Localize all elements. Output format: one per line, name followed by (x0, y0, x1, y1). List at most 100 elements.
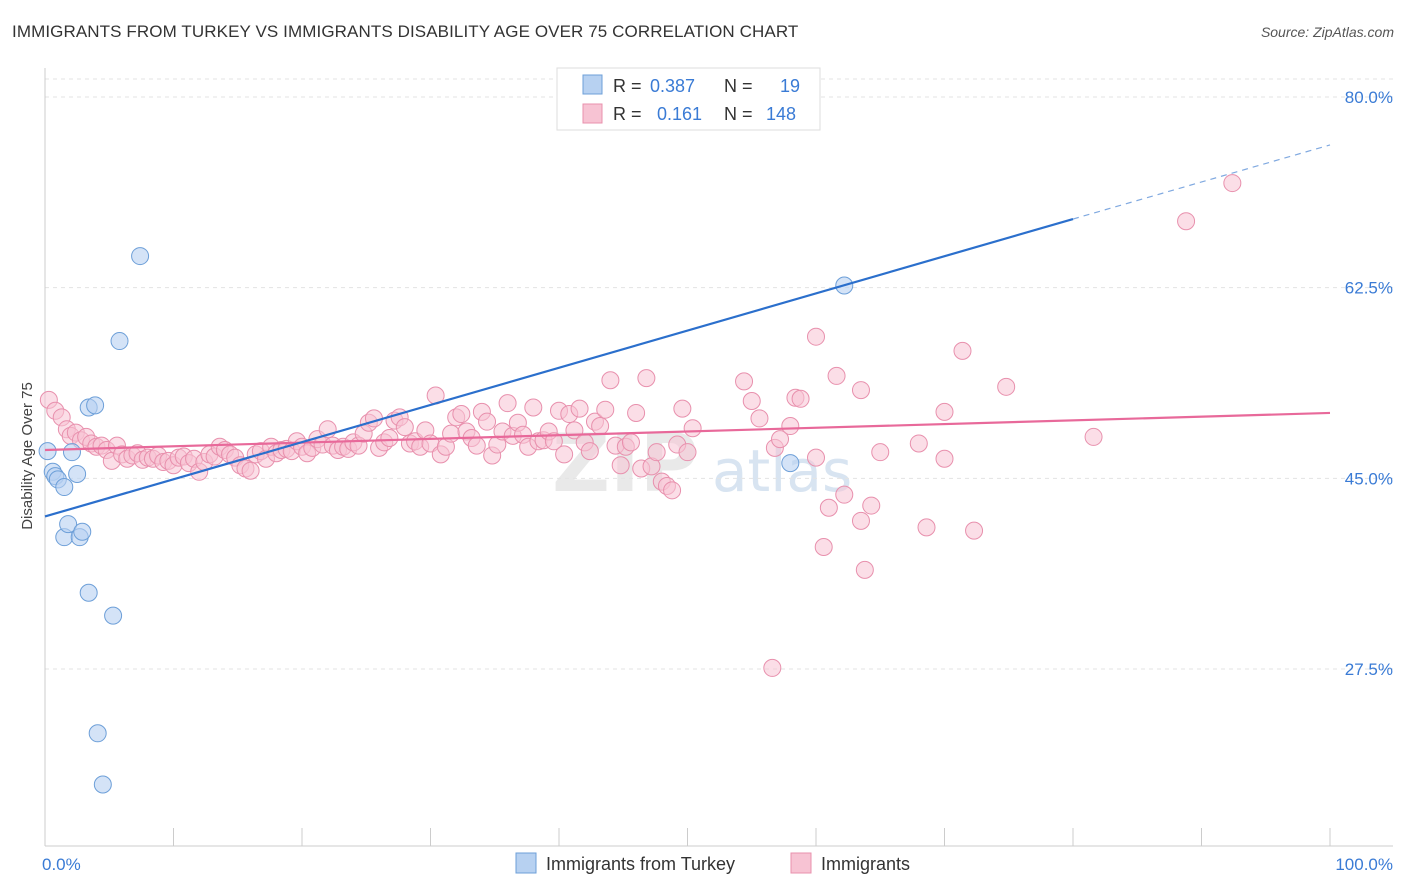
turkey-point (38, 442, 57, 461)
immigrants-point (544, 432, 563, 451)
immigrants-point (580, 442, 599, 461)
stats-n-value-turkey: 19 (780, 76, 800, 96)
y-tick-label: 80.0% (1345, 88, 1393, 107)
immigrants-point (827, 366, 846, 385)
immigrants-point (862, 496, 881, 515)
stats-r-value-turkey: 0.387 (650, 76, 695, 96)
immigrants-point (763, 658, 782, 677)
legend-swatch-turkey (515, 852, 537, 874)
x-tick-label-min: 0.0% (42, 855, 81, 874)
immigrants-point (395, 418, 414, 437)
immigrants-point (570, 399, 589, 418)
immigrants-point (673, 399, 692, 418)
x-tick-label-max: 100.0% (1335, 855, 1393, 874)
stats-r-label-immigrants: R = (613, 104, 642, 124)
stats-swatch-turkey (582, 74, 603, 95)
immigrants-point (997, 377, 1016, 396)
bottom-legend: Immigrants from Turkey Immigrants (515, 852, 910, 874)
stats-r-value-immigrants: 0.161 (657, 104, 702, 124)
stats-legend: R = 0.387 N = 19 R = 0.161 N = 148 (556, 67, 821, 131)
immigrants-point (663, 481, 682, 500)
legend-label-turkey: Immigrants from Turkey (546, 854, 735, 874)
y-tick-label: 62.5% (1345, 279, 1393, 298)
legend-label-immigrants: Immigrants (821, 854, 910, 874)
immigrants-point (555, 445, 574, 464)
immigrants-trend-line (44, 411, 1331, 452)
turkey-point (73, 522, 92, 541)
immigrants-point (647, 443, 666, 462)
immigrants-point (1084, 427, 1103, 446)
turkey-points (38, 247, 854, 794)
immigrants-point (917, 518, 936, 537)
immigrants-point (807, 327, 825, 346)
x-tick-labels: 0.0% 100.0% (42, 855, 1393, 874)
immigrants-point (855, 560, 874, 579)
legend-swatch-immigrants (790, 852, 812, 874)
immigrants-point (524, 398, 543, 417)
stats-n-label-immigrants: N = (724, 104, 753, 124)
turkey-point (110, 332, 129, 351)
y-tick-labels: 27.5% 45.0% 62.5% 80.0% (1345, 88, 1393, 679)
immigrants-point (935, 449, 954, 468)
chart-title: IMMIGRANTS FROM TURKEY VS IMMIGRANTS DIS… (12, 22, 799, 41)
turkey-trend-extension (1072, 144, 1331, 220)
immigrants-point (953, 341, 972, 360)
turkey-point (88, 724, 107, 743)
immigrants-point (819, 498, 838, 517)
immigrants-point (750, 409, 769, 428)
turkey-point (59, 515, 78, 534)
immigrants-point (627, 403, 646, 422)
immigrants-point (452, 405, 471, 424)
immigrants-point (909, 434, 928, 453)
immigrants-point (364, 409, 383, 428)
turkey-point (62, 443, 81, 462)
y-tick-label: 45.0% (1345, 469, 1393, 488)
turkey-point (104, 606, 123, 625)
immigrants-point (596, 400, 615, 419)
immigrants-point (601, 371, 620, 390)
immigrants-point (498, 394, 517, 413)
turkey-point (86, 396, 105, 415)
immigrants-point (935, 402, 954, 421)
immigrants-point (835, 485, 854, 504)
immigrants-point (781, 417, 800, 436)
turkey-point (68, 464, 87, 483)
immigrants-point (807, 448, 825, 467)
immigrants-point (965, 521, 984, 540)
immigrants-point (380, 429, 399, 448)
immigrants-point (611, 456, 630, 475)
trend-lines (44, 144, 1331, 518)
immigrants-point (478, 412, 497, 431)
stats-n-label-turkey: N = (724, 76, 753, 96)
immigrants-point (851, 381, 870, 400)
turkey-point (781, 454, 800, 473)
turkey-point (131, 247, 150, 266)
immigrants-point (791, 389, 810, 408)
immigrants-point (814, 537, 833, 556)
immigrants-point (442, 424, 461, 443)
stats-n-value-immigrants: 148 (766, 104, 796, 124)
immigrants-point (1177, 212, 1196, 231)
immigrants-point (467, 436, 486, 455)
turkey-trend-line (44, 217, 1074, 518)
immigrants-point (637, 369, 656, 388)
turkey-point (93, 775, 112, 794)
stats-r-label-turkey: R = (613, 76, 642, 96)
immigrants-point (742, 391, 761, 410)
immigrants-point (735, 372, 754, 391)
immigrants-point (678, 443, 697, 462)
immigrants-point (241, 461, 260, 480)
immigrants-point (1223, 174, 1242, 193)
grid-lines (45, 78, 1393, 670)
immigrants-point (683, 419, 702, 438)
turkey-point (79, 583, 98, 602)
turkey-point (55, 478, 74, 497)
y-axis-label: Disability Age Over 75 (19, 382, 36, 530)
immigrants-point (621, 433, 640, 452)
y-tick-label: 27.5% (1345, 660, 1393, 679)
immigrants-point (871, 443, 890, 462)
immigrants-point (851, 511, 870, 530)
immigrants-point (591, 417, 610, 436)
source-label: Source: ZipAtlas.com (1260, 24, 1394, 40)
